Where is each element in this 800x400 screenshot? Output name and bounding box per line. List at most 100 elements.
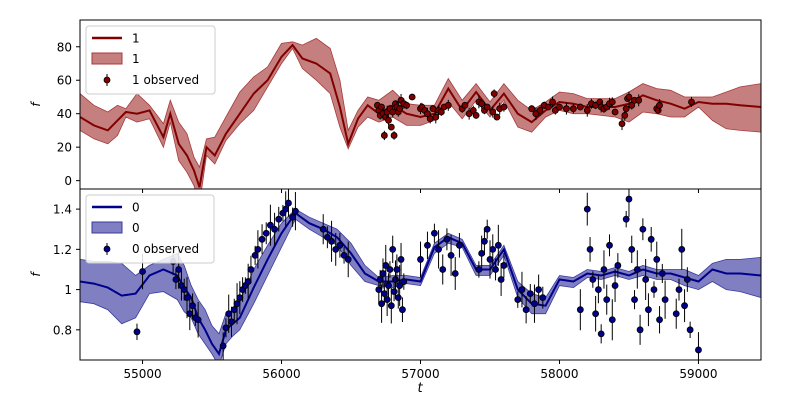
- top-observed-marker: [621, 111, 629, 119]
- bottom-observed-point: [267, 204, 274, 246]
- bottom-observed-point: [451, 257, 459, 290]
- bottom-observed-marker: [186, 310, 194, 318]
- top-y-tick-label: 80: [57, 40, 72, 54]
- bottom-observed-point: [399, 297, 406, 323]
- bottom-observed-point: [292, 191, 299, 231]
- bottom-observed-marker: [258, 235, 266, 243]
- top-observed-marker: [625, 93, 633, 101]
- bottom-observed-marker: [271, 225, 278, 233]
- top-observed-marker: [569, 105, 577, 113]
- bottom-observed-point: [633, 250, 641, 289]
- bottom-observed-marker: [628, 245, 636, 253]
- top-observed-marker: [544, 103, 552, 111]
- bottom-observed-point: [247, 255, 255, 284]
- bottom-observed-marker: [631, 296, 638, 304]
- bottom-observed-marker: [481, 237, 488, 245]
- bottom-observed-point: [514, 291, 522, 308]
- bottom-observed-marker: [497, 276, 505, 283]
- top-observed-point: [549, 96, 556, 108]
- bottom-observed-marker: [483, 225, 491, 233]
- top-observed-point: [489, 106, 497, 118]
- bottom-observed-point: [576, 289, 584, 331]
- bottom-legend-line-label: 0: [132, 201, 140, 215]
- bottom-observed-marker: [653, 256, 661, 263]
- bottom-observed-point: [424, 231, 431, 260]
- bottom-observed-marker: [328, 237, 335, 245]
- top-observed-marker: [563, 105, 570, 113]
- top-observed-point: [688, 96, 695, 108]
- bottom-observed-marker: [379, 270, 387, 277]
- bottom-observed-marker: [392, 276, 399, 283]
- bottom-observed-marker: [678, 245, 686, 253]
- bottom-observed-marker: [139, 268, 146, 275]
- top-observed-point: [544, 103, 552, 111]
- bottom-observed-point: [456, 233, 463, 258]
- bottom-observed-point: [344, 241, 352, 278]
- bottom-observed-point: [258, 224, 266, 255]
- bottom-observed-point: [695, 332, 702, 360]
- bottom-observed-point: [383, 283, 391, 317]
- bottom-observed-marker: [636, 326, 644, 334]
- bottom-observed-marker: [500, 262, 508, 269]
- top-observed-point: [618, 117, 626, 131]
- bottom-observed-marker: [592, 310, 600, 318]
- bottom-observed-point: [219, 332, 227, 360]
- bottom-observed-point: [385, 273, 392, 298]
- bottom-observed-point: [430, 223, 438, 243]
- bottom-observed-marker: [275, 215, 283, 223]
- bottom-observed-point: [650, 281, 658, 298]
- bottom-legend-band-swatch: [91, 221, 123, 234]
- bottom-observed-point: [282, 191, 290, 227]
- bottom-observed-marker: [267, 221, 274, 229]
- bottom-observed-point: [328, 220, 335, 262]
- bottom-y-tick-label: 1: [64, 283, 72, 297]
- top-observed-marker: [536, 106, 544, 114]
- top-observed-marker: [688, 98, 695, 106]
- bottom-observed-marker: [285, 199, 292, 207]
- bottom-observed-marker: [589, 276, 597, 283]
- top-observed-point: [429, 105, 437, 113]
- x-tick-label: 58000: [540, 367, 578, 381]
- bottom-observed-marker: [639, 225, 647, 233]
- bottom-observed-marker: [133, 328, 141, 336]
- top-observed-marker: [583, 106, 591, 114]
- bottom-observed-point: [675, 278, 683, 301]
- top-observed-marker: [461, 101, 469, 109]
- bottom-observed-marker: [375, 286, 383, 293]
- bottom-observed-point: [653, 241, 661, 278]
- bottom-observed-point: [489, 234, 497, 265]
- top-observed-marker: [432, 113, 440, 121]
- bottom-observed-marker: [583, 205, 591, 213]
- bottom-observed-marker: [606, 241, 613, 249]
- bottom-observed-marker: [633, 266, 641, 273]
- bottom-observed-marker: [439, 266, 447, 273]
- bottom-observed-marker: [378, 300, 385, 308]
- bottom-observed-point: [494, 224, 502, 266]
- bottom-observed-point: [594, 275, 602, 304]
- bottom-observed-marker: [650, 286, 658, 293]
- top-observed-marker: [556, 103, 563, 111]
- bottom-observed-marker: [514, 296, 522, 304]
- bottom-observed-point: [611, 269, 619, 302]
- bottom-observed-point: [642, 259, 650, 301]
- bottom-observed-marker: [531, 300, 538, 308]
- top-observed-marker: [628, 101, 636, 109]
- bottom-observed-marker: [451, 270, 459, 277]
- bottom-observed-point: [614, 253, 622, 278]
- bottom-observed-marker: [656, 316, 663, 324]
- top-observed-marker: [408, 93, 416, 101]
- bottom-y-tick-label: 0.8: [53, 323, 72, 337]
- bottom-observed-marker: [387, 302, 395, 310]
- bottom-observed-point: [389, 235, 397, 264]
- bottom-observed-point: [631, 290, 638, 310]
- bottom-observed-marker: [380, 290, 388, 298]
- bottom-observed-point: [647, 226, 655, 252]
- bottom-observed-marker: [247, 266, 255, 273]
- top-observed-point: [437, 108, 445, 116]
- bottom-observed-marker: [586, 245, 594, 253]
- top-observed-point: [444, 99, 452, 111]
- bottom-observed-marker: [336, 241, 344, 249]
- bottom-observed-point: [382, 244, 390, 286]
- bottom-observed-point: [386, 261, 394, 278]
